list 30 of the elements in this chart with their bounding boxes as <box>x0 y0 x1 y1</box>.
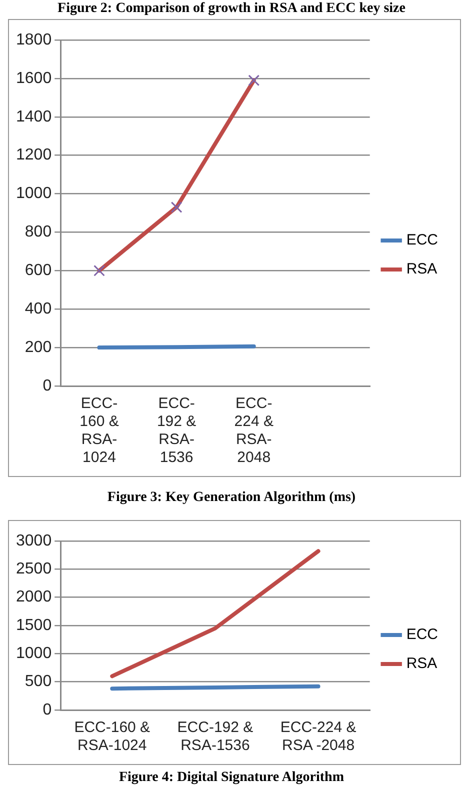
y-tick-label: 0 <box>42 701 52 718</box>
y-tick-label: 200 <box>24 338 52 356</box>
y-tick-label: 1000 <box>16 185 52 202</box>
x-tick-label: ECC-224 & RSA-2048 <box>234 395 274 466</box>
legend-label: ECC <box>406 626 438 644</box>
y-tick-label: 2000 <box>16 588 52 606</box>
y-tick-label: 1200 <box>16 146 52 164</box>
y-tick-label: 1800 <box>16 31 52 48</box>
legend-label: ECC <box>406 232 438 249</box>
x-tick-label: ECC-160 & RSA-1024 <box>80 395 119 466</box>
x-tick-label: ECC-192 & RSA-1536 <box>156 395 196 466</box>
caption: Figure 4: Digital Signature Algorithm <box>118 770 346 786</box>
y-tick-label: 600 <box>24 262 52 280</box>
x-tick-label: ECC-224 & RSA -2048 <box>280 719 356 754</box>
y-tick-label: 400 <box>24 300 52 318</box>
y-tick-label: 1600 <box>16 70 52 87</box>
x-tick-label: ECC-192 & RSA-1536 <box>177 719 254 754</box>
y-tick-label: 1000 <box>16 645 52 662</box>
y-tick-label: 3000 <box>16 532 52 550</box>
caption: Figure 3: Key Generation Algorithm (ms) <box>106 490 357 506</box>
legend-label: RSA <box>406 655 438 672</box>
y-tick-label: 0 <box>42 377 52 394</box>
y-tick-label: 2500 <box>16 560 52 578</box>
x-tick-label: ECC-160 & RSA-1024 <box>74 719 150 754</box>
y-tick-label: 500 <box>24 673 52 690</box>
caption: Figure 2: Comparison of growth in RSA and ECC key size <box>56 1 406 17</box>
y-tick-label: 800 <box>24 224 52 241</box>
y-tick-label: 1500 <box>16 616 52 634</box>
y-tick-label: 1400 <box>16 108 52 126</box>
legend-label: RSA <box>406 260 438 278</box>
